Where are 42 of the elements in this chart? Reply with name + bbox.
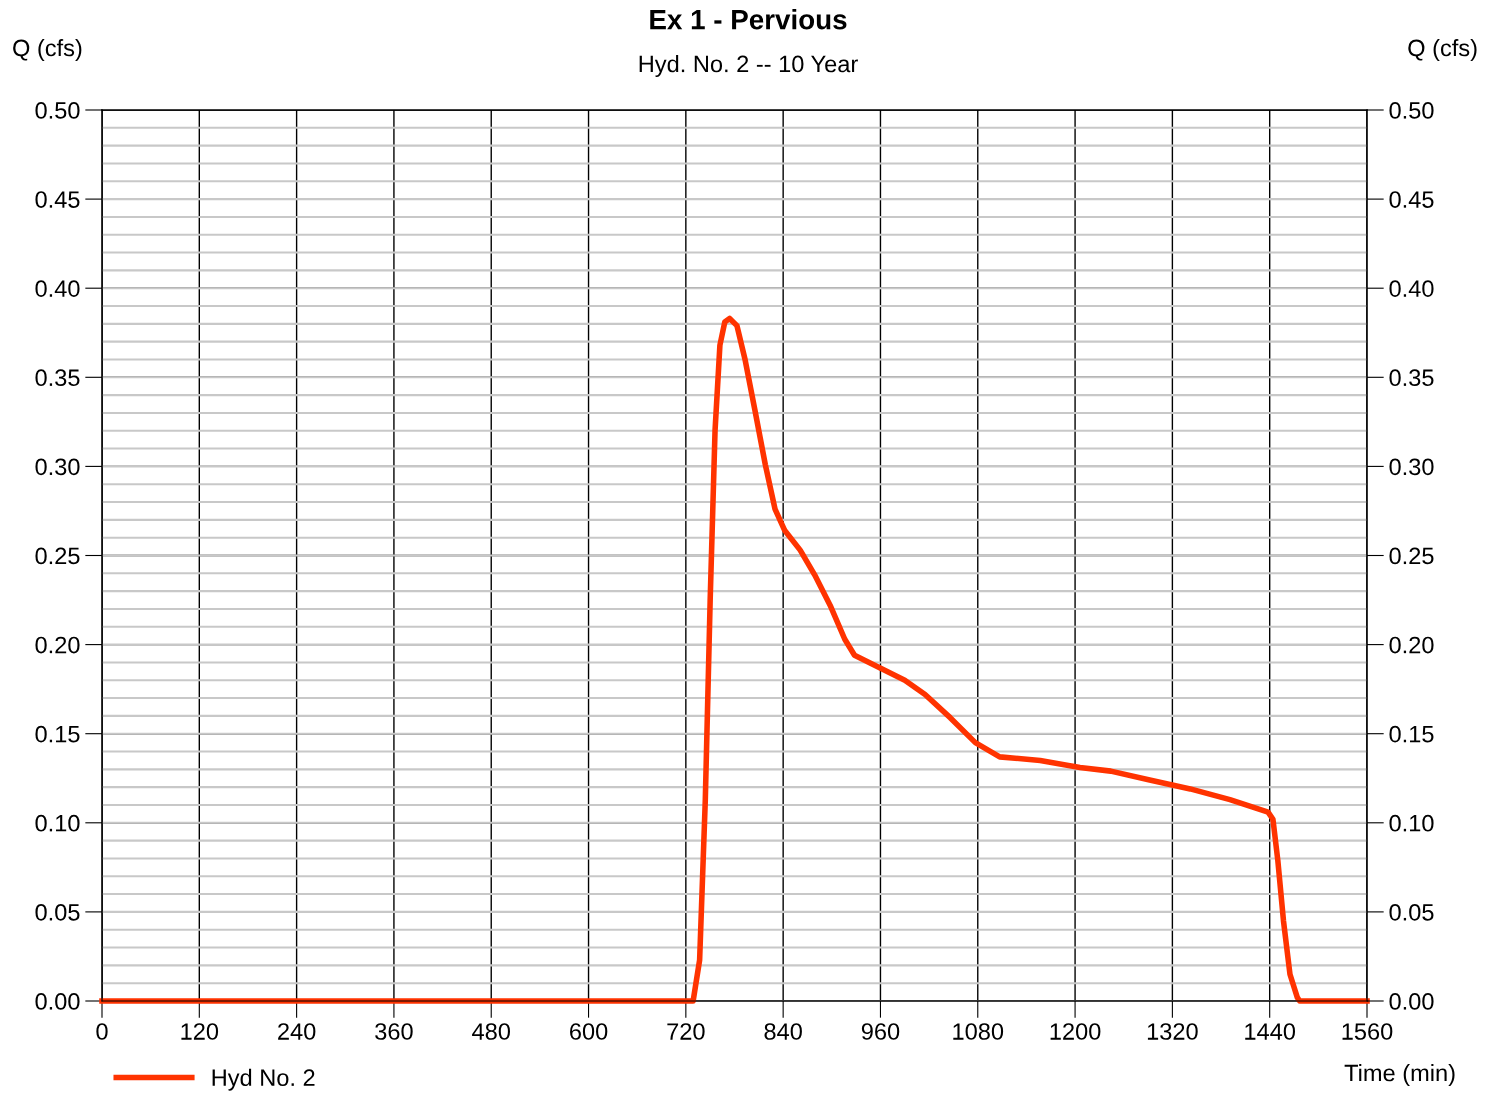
y2-axis-title: Q (cfs) <box>1408 39 1477 61</box>
y2-tick-label: 0.25 <box>1389 547 1434 565</box>
y-tick-label: 0.25 <box>35 547 80 565</box>
y2-tick-label: 0.50 <box>1389 102 1434 119</box>
chart-title: Ex 1 - Pervious <box>650 9 847 30</box>
y-tick-label: 0.35 <box>35 369 80 387</box>
y-axis-title: Q (cfs) <box>13 39 82 61</box>
y-tick-label: 0.15 <box>35 725 80 743</box>
x-tick-label: 240 <box>278 1023 316 1040</box>
y-tick-label: 0.10 <box>35 814 80 832</box>
y-tick-label: 0.40 <box>35 280 80 297</box>
y2-tick-label: 0.30 <box>1389 458 1434 476</box>
x-tick-label: 120 <box>181 1023 219 1040</box>
x-tick-label: 1440 <box>1245 1023 1296 1040</box>
x-tick-label: 1560 <box>1342 1023 1393 1040</box>
y-tick-label: 0.45 <box>35 191 80 208</box>
y2-tick-label: 0.15 <box>1389 725 1434 743</box>
y-tick-label: 0.05 <box>35 903 80 921</box>
y-tick-label: 0.20 <box>35 636 80 654</box>
x-tick-label: 1320 <box>1147 1023 1198 1040</box>
legend-label: Hyd No. 2 <box>212 1068 315 1091</box>
y2-tick-label: 0.05 <box>1389 903 1434 921</box>
y-tick-label: 0.00 <box>35 993 80 1010</box>
y-tick-label: 0.50 <box>35 102 80 119</box>
y2-tick-label: 0.40 <box>1389 280 1434 297</box>
x-tick-label: 1200 <box>1050 1023 1101 1040</box>
y2-tick-label: 0.00 <box>1389 993 1434 1010</box>
y2-tick-label: 0.20 <box>1389 636 1434 654</box>
y2-tick-label: 0.45 <box>1389 191 1434 208</box>
y2-tick-label: 0.35 <box>1389 369 1434 387</box>
y-tick-label: 0.30 <box>35 458 80 476</box>
x-tick-label: 840 <box>764 1023 802 1040</box>
chart-subtitle: Hyd. No. 2 -- 10 Year <box>639 55 858 77</box>
x-tick-label: 480 <box>472 1023 511 1040</box>
x-tick-label: 360 <box>375 1023 413 1040</box>
x-tick-label: 0 <box>96 1023 108 1040</box>
y2-tick-label: 0.10 <box>1389 814 1434 832</box>
x-tick-label: 600 <box>570 1023 608 1040</box>
x-tick-label: 720 <box>667 1023 705 1040</box>
x-tick-label: 960 <box>861 1023 900 1040</box>
x-axis-title: Time (min) <box>1344 1063 1455 1086</box>
x-tick-label: 1080 <box>953 1023 1004 1040</box>
